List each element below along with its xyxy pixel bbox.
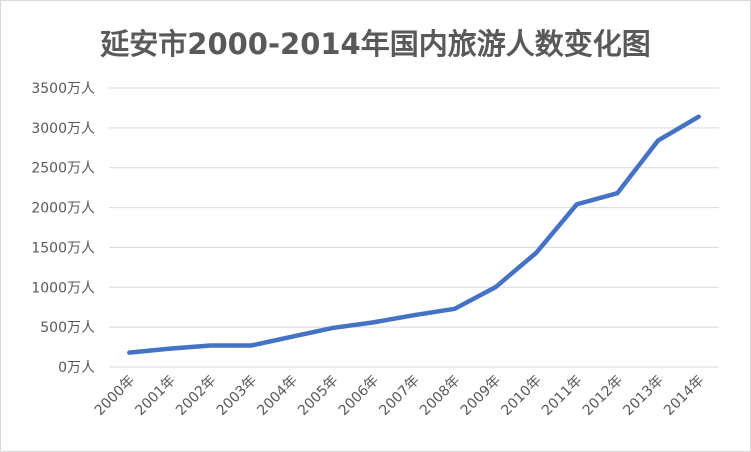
y-tick-label: 2500万人 [31, 161, 95, 177]
x-tick-label: 2014年 [661, 373, 707, 419]
x-tick-label: 2005年 [295, 373, 341, 419]
series-line [127, 114, 701, 355]
x-axis-ticks: 2000年2001年2002年2003年2004年2005年2006年2007年… [92, 373, 708, 419]
x-tick-label: 2010年 [498, 373, 544, 419]
x-tick-label: 2002年 [173, 373, 219, 419]
x-tick-label: 2013年 [620, 373, 666, 419]
y-tick-label: 0万人 [58, 360, 95, 376]
x-tick-label: 2000年 [92, 373, 138, 419]
x-tick-label: 2004年 [254, 373, 300, 419]
y-tick-label: 1000万人 [31, 280, 95, 296]
x-tick-label: 2001年 [132, 373, 178, 419]
x-tick-label: 2008年 [417, 373, 463, 419]
x-tick-label: 2009年 [458, 373, 504, 419]
gridlines [109, 87, 719, 368]
y-tick-label: 1500万人 [31, 240, 95, 256]
y-tick-label: 3500万人 [31, 81, 95, 97]
chart-title: 延安市2000-2014年国内旅游人数变化图 [100, 27, 651, 61]
x-tick-label: 2007年 [376, 373, 422, 419]
series-layer [127, 114, 701, 355]
y-axis-ticks: 0万人 500万人 1000万人 1500万人 2000万人 2500万人 3000万人 35… [31, 81, 95, 376]
x-tick-label: 2006年 [336, 373, 382, 419]
x-tick-label: 2011年 [539, 373, 585, 419]
y-tick-label: 2000万人 [31, 201, 95, 217]
y-tick-label: 3000万人 [31, 121, 95, 137]
x-tick-label: 2012年 [580, 373, 626, 419]
x-tick-label: 2003年 [214, 373, 260, 419]
y-tick-label: 500万人 [40, 320, 95, 336]
